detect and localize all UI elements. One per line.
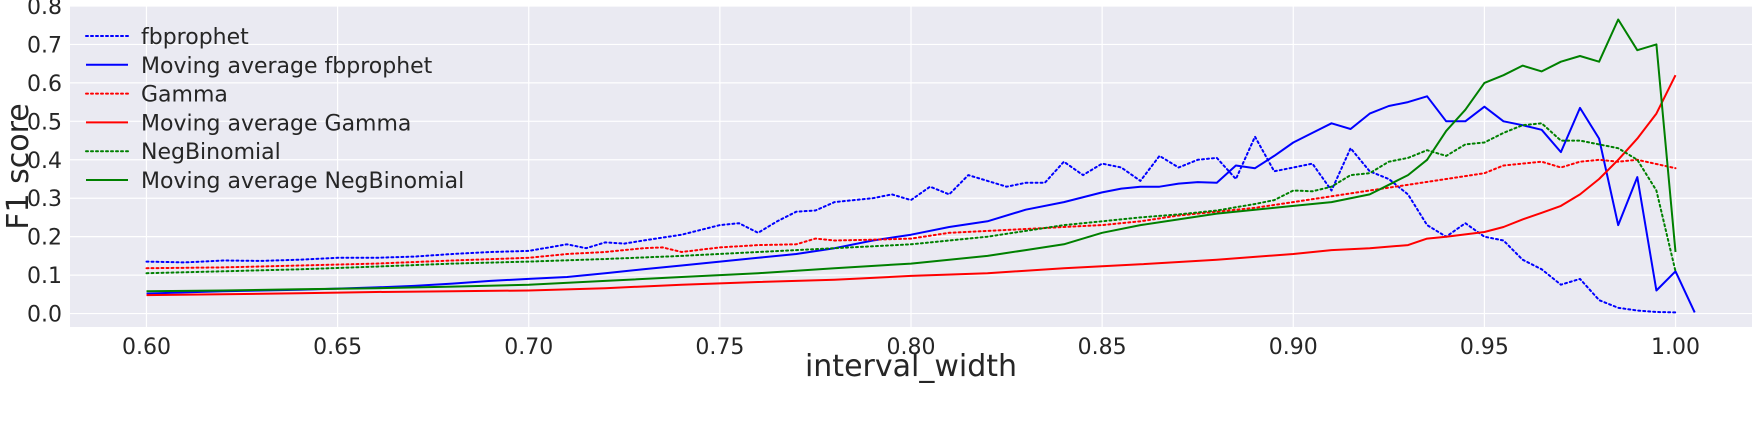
x-axis-label: interval_width xyxy=(805,349,1017,384)
legend-label-5: Moving average NegBinomial xyxy=(141,169,464,194)
y-tick-label: 0.7 xyxy=(27,33,62,58)
x-tick-label: 0.70 xyxy=(504,335,553,360)
tick-labels: 0.60 0.65 0.70 0.75 0.80 0.85 0.90 0.95 1.00 0.0 0… xyxy=(27,0,1700,360)
series-line-5 xyxy=(146,18,1677,293)
series-line-4 xyxy=(145,122,1677,275)
legend-label-2: Gamma xyxy=(141,83,228,108)
legend-label-1: Moving average fbprophet xyxy=(141,54,433,79)
x-tick-label: 0.85 xyxy=(1078,335,1127,360)
legend-label-3: Moving average Gamma xyxy=(141,111,411,136)
y-tick-label: 0.4 xyxy=(27,149,62,174)
series-lines xyxy=(145,18,1696,314)
y-tick-label: 0.3 xyxy=(27,187,62,212)
x-tick-label: 0.75 xyxy=(695,335,744,360)
legend: fbprophet Moving average fbprophet Gamma Mo… xyxy=(85,25,464,194)
y-tick-label: 0.8 xyxy=(27,0,62,20)
y-axis-label: F1 score xyxy=(1,103,36,230)
x-tick-label: 0.65 xyxy=(313,335,362,360)
y-tick-label: 0.1 xyxy=(27,264,62,289)
legend-label-0: fbprophet xyxy=(141,25,249,50)
x-tick-label: 0.95 xyxy=(1460,335,1509,360)
x-tick-label: 1.00 xyxy=(1651,335,1700,360)
series-line-0 xyxy=(145,135,1677,314)
y-tick-label: 0.6 xyxy=(27,72,62,97)
y-tick-label: 0.0 xyxy=(27,303,62,328)
legend-label-4: NegBinomial xyxy=(141,140,281,165)
y-tick-label: 0.2 xyxy=(27,226,62,251)
series-line-1 xyxy=(146,95,1696,313)
y-tick-label: 0.5 xyxy=(27,110,62,135)
x-tick-label: 0.90 xyxy=(1269,335,1318,360)
x-tick-label: 0.80 xyxy=(887,335,936,360)
x-tick-label: 0.60 xyxy=(122,335,171,360)
series-line-3 xyxy=(146,74,1677,297)
